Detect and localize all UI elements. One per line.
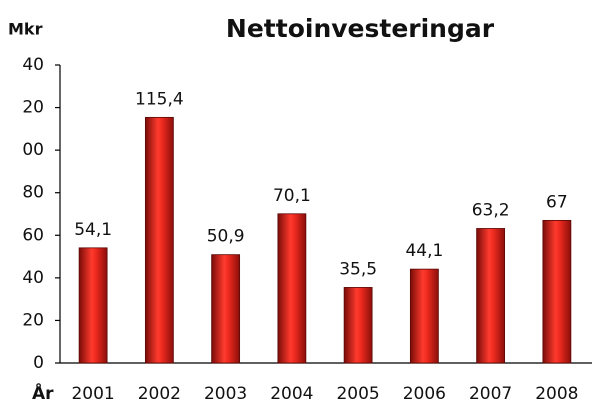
y-tick-label: 20 — [22, 310, 44, 330]
y-axis-label: Mkr — [8, 20, 43, 39]
data-label: 67 — [546, 192, 568, 212]
x-axis-label: År — [32, 381, 54, 404]
x-tick-label: 2006 — [403, 384, 446, 404]
y-tick-label: 00 — [22, 140, 44, 160]
bar — [211, 254, 241, 364]
x-tick-label: 2005 — [336, 384, 379, 404]
data-label: 44,1 — [405, 241, 443, 261]
data-label: 70,1 — [273, 186, 311, 206]
data-label: 54,1 — [74, 220, 112, 240]
y-tick-label: 20 — [22, 98, 44, 118]
bar — [476, 228, 506, 364]
x-tick-label: 2002 — [138, 384, 181, 404]
bar — [343, 287, 373, 364]
data-label: 115,4 — [135, 89, 184, 109]
y-tick-label: 60 — [22, 225, 44, 245]
y-tick-label: 0 — [33, 353, 44, 373]
x-tick-label: 2007 — [469, 384, 512, 404]
data-label: 50,9 — [207, 227, 245, 247]
bar — [542, 219, 572, 364]
bar — [144, 116, 174, 364]
x-tick-label: 2004 — [270, 384, 313, 404]
x-tick-label: 2008 — [535, 384, 578, 404]
chart-title: Nettoinvesteringar — [226, 14, 495, 43]
x-tick-label: 2001 — [71, 384, 114, 404]
bar — [277, 213, 307, 364]
y-tick-label: 40 — [22, 55, 44, 75]
bar — [409, 268, 439, 364]
bar — [78, 247, 108, 364]
data-label: 35,5 — [339, 259, 377, 279]
y-tick-label: 80 — [22, 183, 44, 203]
y-tick-label: 40 — [22, 268, 44, 288]
x-tick-label: 2003 — [204, 384, 247, 404]
data-label: 63,2 — [472, 200, 510, 220]
